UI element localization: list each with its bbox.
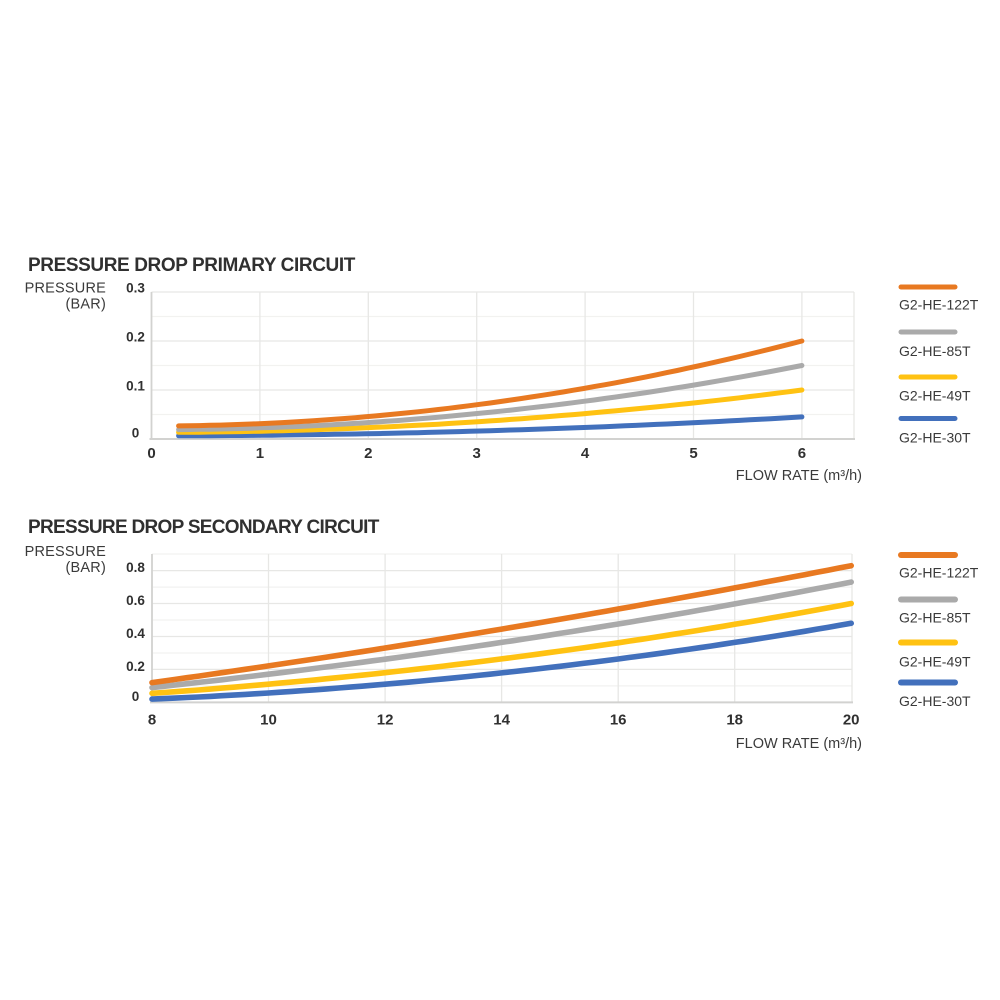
svg-text:PRESSURE: PRESSURE [25, 544, 106, 560]
svg-text:14: 14 [493, 712, 510, 729]
svg-text:1: 1 [256, 445, 264, 462]
svg-text:20: 20 [843, 712, 860, 729]
svg-text:PRESSURE: PRESSURE [25, 281, 106, 297]
svg-text:6: 6 [798, 445, 806, 462]
svg-text:3: 3 [473, 445, 481, 462]
svg-text:18: 18 [726, 712, 743, 729]
svg-text:G2-HE-30T: G2-HE-30T [899, 430, 971, 446]
svg-text:FLOW RATE (m³/h): FLOW RATE (m³/h) [736, 736, 862, 752]
svg-text:5: 5 [689, 445, 697, 462]
svg-text:PRESSURE DROP PRIMARY CIRCUIT: PRESSURE DROP PRIMARY CIRCUIT [28, 255, 356, 276]
svg-text:0.3: 0.3 [126, 281, 145, 296]
svg-text:0.4: 0.4 [126, 626, 145, 641]
svg-text:8: 8 [148, 712, 156, 729]
svg-text:0.1: 0.1 [126, 379, 145, 394]
svg-text:G2-HE-122T: G2-HE-122T [899, 565, 979, 581]
svg-text:(BAR): (BAR) [66, 560, 106, 576]
svg-text:10: 10 [260, 712, 277, 729]
svg-text:0.2: 0.2 [126, 330, 145, 345]
svg-text:0: 0 [132, 689, 140, 704]
svg-text:PRESSURE DROP SECONDARY CIRCUI: PRESSURE DROP SECONDARY CIRCUIT [28, 517, 380, 538]
svg-text:4: 4 [581, 445, 590, 462]
svg-text:G2-HE-30T: G2-HE-30T [899, 693, 971, 709]
svg-text:0.6: 0.6 [126, 593, 145, 608]
svg-text:0.8: 0.8 [126, 560, 145, 575]
svg-text:2: 2 [364, 445, 372, 462]
svg-text:0: 0 [132, 426, 140, 441]
svg-text:FLOW RATE (m³/h): FLOW RATE (m³/h) [736, 468, 862, 484]
svg-text:G2-HE-49T: G2-HE-49T [899, 654, 971, 670]
svg-text:G2-HE-49T: G2-HE-49T [899, 388, 971, 404]
svg-text:16: 16 [610, 712, 627, 729]
svg-text:0: 0 [147, 445, 155, 462]
svg-text:G2-HE-122T: G2-HE-122T [899, 297, 979, 313]
svg-text:G2-HE-85T: G2-HE-85T [899, 343, 971, 359]
svg-text:(BAR): (BAR) [66, 297, 106, 313]
svg-text:12: 12 [377, 712, 394, 729]
svg-text:G2-HE-85T: G2-HE-85T [899, 610, 971, 626]
svg-text:0.2: 0.2 [126, 659, 145, 674]
